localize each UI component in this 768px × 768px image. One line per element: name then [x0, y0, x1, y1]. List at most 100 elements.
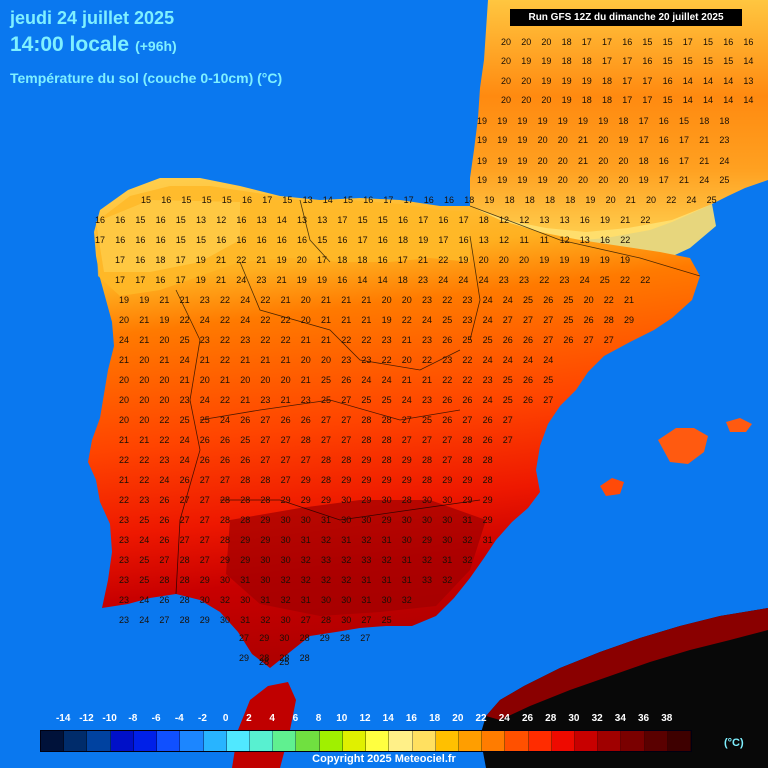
grid-value: 14: [703, 95, 713, 105]
grid-value: 19: [598, 116, 608, 126]
grid-value: 19: [517, 116, 527, 126]
grid-value: 18: [639, 156, 649, 166]
grid-value: 17: [602, 56, 612, 66]
grid-value: 22: [180, 315, 190, 325]
grid-value: 18: [565, 195, 575, 205]
grid-value: 17: [622, 76, 632, 86]
galicia-cool-zone: [96, 200, 240, 272]
grid-value: 28: [382, 435, 392, 445]
grid-value: 22: [119, 495, 129, 505]
grid-value: 26: [281, 415, 291, 425]
grid-value: 22: [236, 255, 246, 265]
grid-value: 30: [281, 535, 291, 545]
grid-value: 27: [462, 415, 472, 425]
grid-value: 21: [281, 395, 291, 405]
grid-value: 19: [580, 255, 590, 265]
grid-value: 27: [503, 315, 513, 325]
grid-value: 29: [320, 633, 330, 643]
grid-value: 23: [418, 275, 428, 285]
grid-value: 29: [361, 495, 371, 505]
grid-value: 16: [444, 195, 454, 205]
grid-value: 18: [479, 215, 489, 225]
grid-value: 26: [584, 315, 594, 325]
grid-value: 28: [259, 653, 269, 663]
grid-value: 28: [321, 475, 331, 485]
grid-value: 31: [301, 595, 311, 605]
grid-value: 27: [200, 555, 210, 565]
grid-value: 15: [176, 235, 186, 245]
grid-value: 27: [281, 455, 291, 465]
grid-value: 15: [317, 235, 327, 245]
grid-value: 20: [139, 355, 149, 365]
andalusia-hot-core: [226, 500, 486, 616]
grid-value: 22: [620, 275, 630, 285]
grid-value: 31: [382, 575, 392, 585]
grid-value: 21: [240, 395, 250, 405]
grid-value: 22: [666, 195, 676, 205]
grid-value: 25: [200, 415, 210, 425]
grid-value: 20: [521, 95, 531, 105]
grid-value: 21: [301, 375, 311, 385]
grid-value: 17: [383, 195, 393, 205]
grid-value: 21: [321, 315, 331, 325]
grid-value: 21: [321, 295, 331, 305]
grid-value: 21: [361, 315, 371, 325]
grid-value: 19: [517, 156, 527, 166]
grid-value: 20: [382, 295, 392, 305]
grid-value: 11: [520, 235, 529, 245]
legend-label: -8: [128, 713, 138, 724]
algeria-coast-hot: [486, 608, 768, 720]
grid-value: 22: [260, 295, 270, 305]
grid-value: 31: [462, 515, 472, 525]
legend-swatch: [366, 731, 390, 751]
grid-value: 17: [622, 95, 632, 105]
grid-value: 20: [501, 56, 511, 66]
grid-value: 20: [521, 37, 531, 47]
grid-value: 30: [260, 575, 270, 585]
grid-value: 23: [462, 315, 472, 325]
grid-value: 27: [200, 515, 210, 525]
grid-value: 17: [115, 255, 125, 265]
grid-value: 28: [159, 575, 169, 585]
grid-value: 28: [402, 495, 412, 505]
grid-value: 33: [361, 555, 371, 565]
legend-label: 30: [568, 713, 580, 724]
grid-value: 20: [297, 255, 307, 265]
grid-value: 19: [159, 315, 169, 325]
grid-value: 15: [181, 195, 191, 205]
grid-value: 32: [321, 575, 331, 585]
grid-value: 27: [503, 435, 513, 445]
grid-value: 14: [683, 76, 693, 86]
grid-value: 22: [442, 375, 452, 385]
grid-value: 31: [341, 535, 351, 545]
grid-value: 27: [543, 335, 553, 345]
grid-value: 19: [541, 56, 551, 66]
grid-value: 21: [578, 156, 588, 166]
legend-color-bar: [40, 730, 692, 752]
grid-value: 21: [422, 375, 432, 385]
grid-value: 16: [363, 195, 373, 205]
grid-value: 17: [418, 215, 428, 225]
grid-value: 19: [458, 255, 468, 265]
grid-value: 29: [301, 495, 311, 505]
grid-value: 20: [281, 375, 291, 385]
grid-value: 20: [139, 415, 149, 425]
grid-value: 32: [462, 555, 472, 565]
grid-value: 27: [281, 475, 291, 485]
legend-label: 0: [222, 713, 229, 724]
legend-label: 18: [429, 713, 441, 724]
grid-value: 19: [517, 135, 527, 145]
grid-value: 25: [503, 375, 513, 385]
grid-value: 20: [541, 37, 551, 47]
grid-value: 25: [321, 375, 331, 385]
grid-value: 31: [240, 575, 250, 585]
grid-value: 29: [239, 653, 249, 663]
grid-value: 32: [341, 555, 351, 565]
grid-value: 26: [503, 335, 513, 345]
grid-value: 26: [523, 375, 533, 385]
grid-value: 23: [422, 335, 432, 345]
grid-value: 19: [477, 175, 487, 185]
grid-value: 21: [180, 295, 190, 305]
grid-value: 26: [159, 495, 169, 505]
grid-value: 19: [497, 156, 507, 166]
